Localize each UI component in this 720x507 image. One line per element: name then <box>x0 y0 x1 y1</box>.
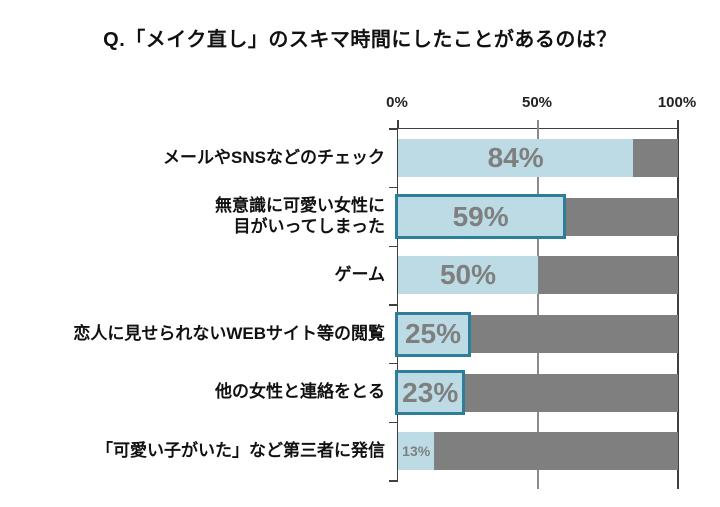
category-label-line: ゲーム <box>334 265 386 285</box>
chart-title: Q.「メイク直し」のスキマ時間にしたことがあるのは？ <box>103 29 617 51</box>
category-label-line: 無意識に可愛い女性に <box>215 195 385 215</box>
x-axis-tick-mark <box>677 120 679 129</box>
category-axis: メールやSNSなどのチェック無意識に可愛い女性に目がいってしまったゲーム恋人に見… <box>0 128 385 480</box>
bar-fill: 59% <box>395 194 567 240</box>
bar-track: 13% <box>398 432 678 471</box>
bar-track: 50% <box>398 256 678 295</box>
category-label: 他の女性と連絡をとる <box>0 363 385 422</box>
category-label-line: 恋人に見せられないWEBサイト等の閲覧 <box>73 323 385 343</box>
vertical-gridline <box>677 129 679 489</box>
bar-row: 13% <box>398 422 678 481</box>
bar-value-label: 84% <box>487 142 544 173</box>
category-label: 「可愛い子がいた」など第三者に発信 <box>0 421 385 480</box>
bar-track: 84% <box>398 139 678 177</box>
bar-fill: 84% <box>398 139 634 177</box>
bar-fill: 23% <box>395 370 466 416</box>
x-axis-tick-label: 0% <box>386 94 408 111</box>
category-label-line: メールやSNSなどのチェック <box>163 147 385 167</box>
category-axis-tick-mark <box>389 128 398 130</box>
category-label: メールやSNSなどのチェック <box>0 128 385 187</box>
bar-fill: 13% <box>398 432 435 471</box>
bar-rows: 84% 59% 50% 25% 23% 13% <box>395 129 678 481</box>
category-axis-tick-mark <box>389 186 398 189</box>
x-axis-tick-label: 100% <box>657 94 697 111</box>
category-axis-tick-mark <box>389 480 398 482</box>
bar-fill: 25% <box>395 311 471 357</box>
bar-row: 25% <box>395 305 678 364</box>
category-label: ゲーム <box>0 245 386 304</box>
bar-row: 23% <box>395 364 678 423</box>
bar-row: 84% <box>398 129 678 188</box>
bar-value-label: 23% <box>402 376 459 408</box>
bar-value-label: 50% <box>439 259 497 291</box>
x-axis-tick-mark <box>537 120 539 129</box>
category-label-line: 目がいってしまった <box>233 217 385 236</box>
category-axis-tick-mark <box>389 304 398 306</box>
bar-track: 59% <box>395 194 678 240</box>
bar-row: 50% <box>398 246 678 305</box>
vertical-gridline <box>537 129 539 489</box>
bar-fill: 50% <box>398 256 538 295</box>
category-label: 恋人に見せられないWEBサイト等の閲覧 <box>0 304 385 363</box>
bar-value-label: 59% <box>452 200 509 232</box>
bar-track: 25% <box>395 311 678 357</box>
bar-track: 23% <box>395 370 678 416</box>
category-label-line: 他の女性と連絡をとる <box>215 382 385 402</box>
bar-value-label: 25% <box>404 318 462 350</box>
category-axis-tick-mark <box>389 421 398 424</box>
bar-value-label: 13% <box>402 443 431 460</box>
category-label-line: 「可愛い子がいた」など第三者に発信 <box>96 441 385 461</box>
x-axis-tick-label: 50% <box>521 94 553 111</box>
category-axis-tick-mark <box>389 245 398 248</box>
category-axis-tick-mark <box>389 362 398 365</box>
x-axis-tick-mark <box>397 120 399 129</box>
bar-row: 59% <box>395 188 678 247</box>
category-label: 無意識に可愛い女性に目がいってしまった <box>0 187 385 246</box>
plot-area: 84% 59% 50% 25% 23% 13% <box>389 120 679 489</box>
